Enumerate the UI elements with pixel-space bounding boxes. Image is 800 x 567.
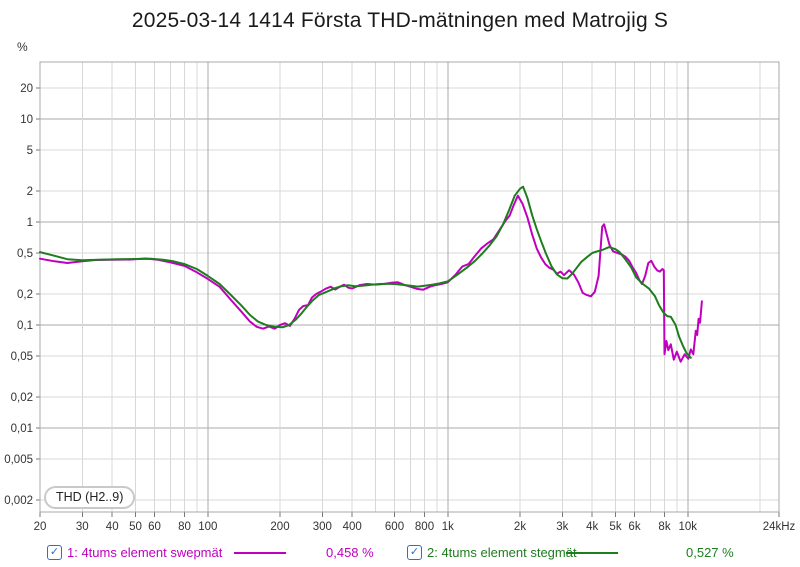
y-tick-label: 0,005	[4, 454, 33, 466]
x-tick-label: 8k	[658, 521, 670, 533]
series-2-label: 2: 4tums element stegmät	[427, 545, 577, 560]
series-1-curve	[39, 194, 703, 363]
x-tick-label: 20	[34, 521, 47, 533]
series-2-checkbox[interactable]: ✓	[407, 545, 422, 560]
x-tick-label: 24kHz	[763, 521, 796, 533]
x-tick-label: 100	[198, 521, 217, 533]
thd-harmonics-badge: THD (H2..9)	[44, 486, 136, 509]
y-tick-label: 0,05	[11, 351, 33, 363]
x-tick-label: 800	[415, 521, 434, 533]
x-tick-label: 30	[76, 521, 89, 533]
series-2-curve	[39, 185, 692, 359]
x-tick-label: 40	[106, 521, 119, 533]
x-tick-label: 4k	[586, 521, 598, 533]
y-tick-label: 0,01	[11, 423, 33, 435]
series-1-thd-value: 0,458 %	[326, 545, 374, 560]
x-tick-label: 50	[129, 521, 142, 533]
x-tick-label: 60	[148, 521, 161, 533]
series-2-line-swatch	[566, 552, 618, 554]
y-tick-label: 5	[27, 145, 33, 157]
x-tick-label: 600	[385, 521, 404, 533]
x-tick-label: 2k	[514, 521, 526, 533]
series-1-line-swatch	[234, 552, 286, 554]
x-tick-label: 6k	[628, 521, 640, 533]
y-tick-label: 0,2	[17, 289, 33, 301]
x-tick-label: 300	[313, 521, 332, 533]
y-tick-label: 2	[27, 186, 33, 198]
y-tick-label: 0,1	[17, 320, 33, 332]
plot-border	[39, 61, 780, 513]
x-tick-label: 10k	[679, 521, 698, 533]
legend-bar: ✓ 1: 4tums element swepmät 0,458 % ✓ 2: …	[0, 544, 800, 566]
chart-title: 2025-03-14 1414 Första THD-mätningen med…	[131, 9, 669, 32]
y-tick-label: 0,5	[17, 248, 33, 260]
y-tick-label: 0,02	[11, 392, 33, 404]
series-1-checkbox[interactable]: ✓	[47, 545, 62, 560]
y-tick-label: 20	[20, 83, 33, 95]
series-2-thd-value: 0,527 %	[686, 545, 734, 560]
y-tick-label: 1	[27, 217, 33, 229]
y-tick-label: 10	[20, 114, 33, 126]
x-tick-label: 5k	[609, 521, 621, 533]
x-tick-label: 80	[178, 521, 191, 533]
y-axis-unit-label: %	[17, 40, 28, 54]
series-1-label: 1: 4tums element swepmät	[67, 545, 223, 560]
x-tick-label: 200	[270, 521, 289, 533]
y-tick-label: 0,002	[4, 495, 33, 507]
x-tick-label: 1k	[442, 521, 454, 533]
x-tick-label: 3k	[556, 521, 568, 533]
x-tick-label: 400	[343, 521, 362, 533]
